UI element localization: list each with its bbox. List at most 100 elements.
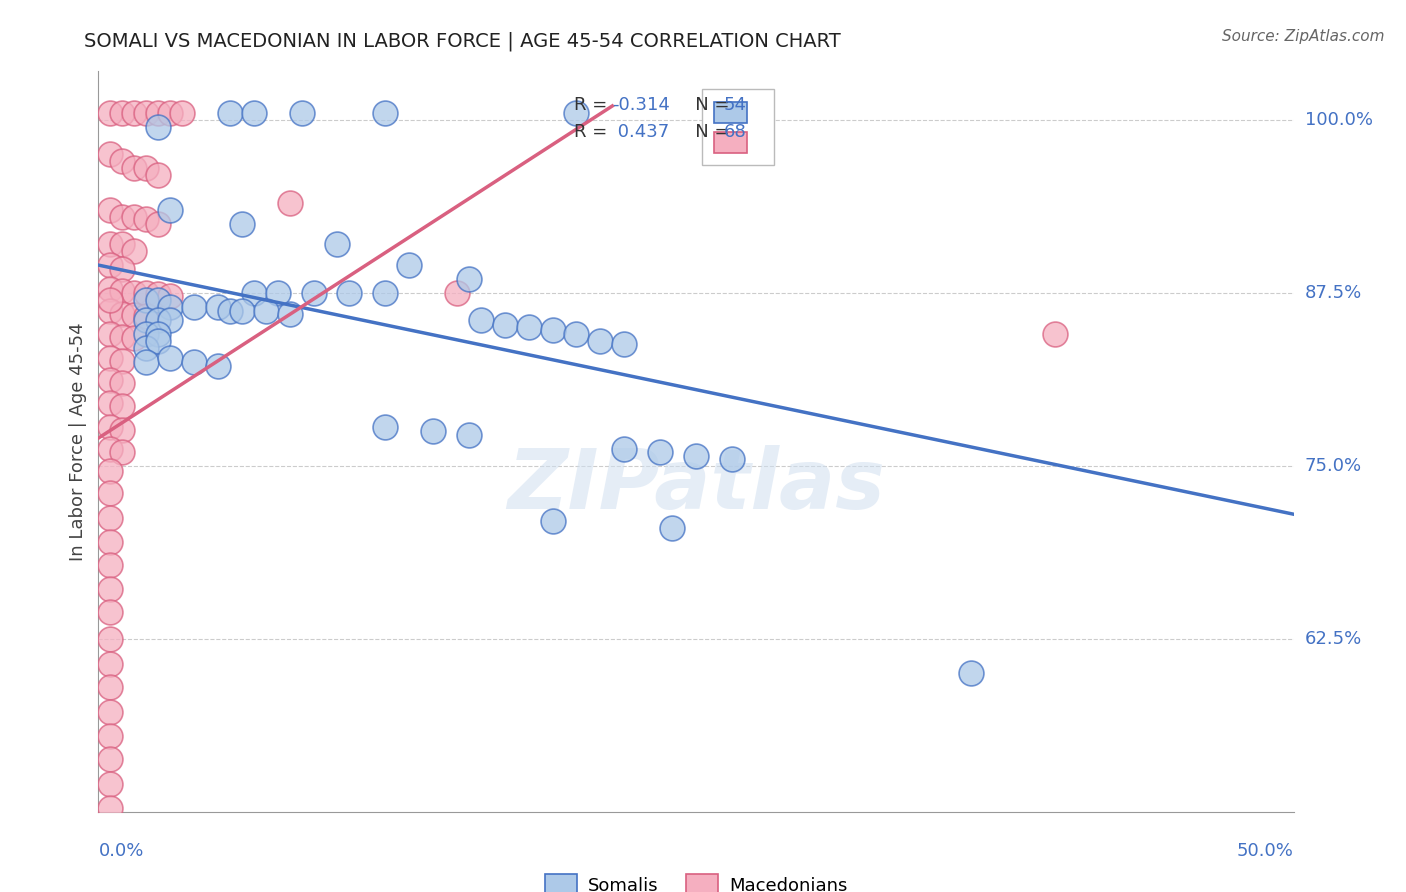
Text: 54: 54: [724, 95, 747, 113]
Text: N =: N =: [678, 95, 735, 113]
Point: [124, 210, 146, 224]
Point: [148, 106, 170, 120]
Point: [541, 323, 564, 337]
Text: 68: 68: [724, 123, 747, 141]
Legend: Somalis, Macedonians: Somalis, Macedonians: [531, 862, 860, 892]
Point: [111, 154, 134, 169]
Point: [135, 310, 157, 324]
Point: [458, 272, 481, 286]
Point: [124, 285, 146, 300]
Text: -0.314: -0.314: [613, 95, 671, 113]
Point: [219, 106, 242, 120]
Point: [231, 303, 253, 318]
Point: [374, 420, 396, 434]
Point: [124, 106, 146, 120]
Text: 62.5%: 62.5%: [1305, 630, 1362, 648]
Y-axis label: In Labor Force | Age 45-54: In Labor Force | Age 45-54: [69, 322, 87, 561]
Point: [135, 313, 157, 327]
Point: [159, 313, 181, 327]
Point: [148, 334, 170, 349]
Point: [124, 331, 146, 345]
Point: [98, 258, 122, 272]
Point: [374, 285, 396, 300]
Point: [565, 106, 588, 120]
Point: [135, 106, 157, 120]
Point: [267, 285, 290, 300]
Point: [98, 420, 122, 434]
Point: [159, 300, 181, 314]
Point: [541, 514, 564, 528]
Point: [148, 120, 170, 134]
Point: [172, 106, 194, 120]
Point: [98, 511, 122, 525]
Point: [98, 582, 122, 596]
Point: [98, 729, 122, 743]
Point: [98, 464, 122, 478]
Point: [446, 285, 468, 300]
Point: [470, 313, 492, 327]
Point: [398, 258, 420, 272]
Text: R =: R =: [574, 95, 613, 113]
Point: [111, 399, 134, 413]
Point: [326, 237, 349, 252]
Point: [98, 202, 122, 217]
Point: [98, 486, 122, 500]
Point: [661, 521, 683, 535]
Point: [111, 237, 134, 252]
Point: [98, 327, 122, 342]
Point: [135, 285, 157, 300]
Text: 75.0%: 75.0%: [1305, 457, 1362, 475]
Point: [183, 300, 205, 314]
Point: [291, 106, 314, 120]
Point: [613, 337, 636, 351]
Point: [148, 327, 170, 342]
Point: [278, 195, 301, 210]
Point: [98, 147, 122, 161]
Point: [207, 300, 229, 314]
Point: [135, 355, 157, 369]
Text: SOMALI VS MACEDONIAN IN LABOR FORCE | AGE 45-54 CORRELATION CHART: SOMALI VS MACEDONIAN IN LABOR FORCE | AG…: [84, 31, 841, 51]
Point: [458, 428, 481, 442]
Point: [124, 308, 146, 322]
Text: R =: R =: [574, 123, 613, 141]
Point: [98, 293, 122, 307]
Point: [111, 376, 134, 390]
Point: [148, 287, 170, 301]
Point: [494, 318, 516, 332]
Point: [98, 442, 122, 457]
Point: [589, 334, 612, 349]
Point: [98, 705, 122, 719]
Point: [148, 217, 170, 231]
Text: Source: ZipAtlas.com: Source: ZipAtlas.com: [1222, 29, 1385, 44]
Point: [111, 106, 134, 120]
Point: [148, 168, 170, 182]
Point: [111, 423, 134, 437]
Point: [111, 353, 134, 368]
Text: 50.0%: 50.0%: [1237, 842, 1294, 860]
Point: [219, 303, 242, 318]
Point: [159, 202, 181, 217]
Point: [98, 303, 122, 318]
Point: [98, 237, 122, 252]
Point: [98, 606, 122, 620]
Point: [111, 262, 134, 277]
Point: [98, 373, 122, 387]
Point: [98, 106, 122, 120]
Point: [111, 330, 134, 344]
Point: [111, 445, 134, 459]
Point: [135, 293, 157, 307]
Text: 0.437: 0.437: [613, 123, 669, 141]
Point: [960, 666, 983, 681]
Point: [243, 285, 266, 300]
Point: [148, 313, 170, 327]
Point: [135, 327, 157, 342]
Point: [254, 303, 277, 318]
Point: [135, 212, 157, 227]
Point: [98, 680, 122, 694]
Point: [648, 445, 672, 459]
Point: [565, 327, 588, 342]
Point: [98, 282, 122, 296]
Text: ZIPatlas: ZIPatlas: [508, 445, 884, 526]
Point: [98, 800, 122, 814]
Point: [98, 777, 122, 791]
